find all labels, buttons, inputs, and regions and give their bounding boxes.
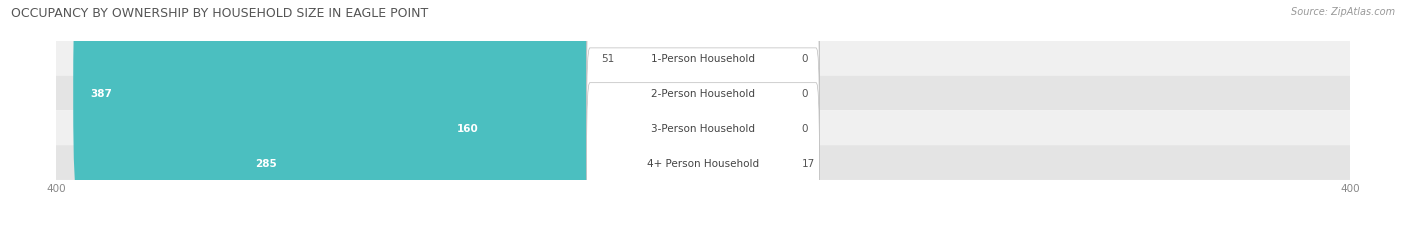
Text: 0: 0 [801,123,808,133]
FancyBboxPatch shape [53,76,1353,111]
FancyBboxPatch shape [238,64,707,231]
FancyBboxPatch shape [586,83,820,231]
Text: 160: 160 [457,123,479,133]
FancyBboxPatch shape [699,29,796,227]
FancyBboxPatch shape [53,111,1353,146]
Text: 1-Person Household: 1-Person Household [651,54,755,64]
Text: 3-Person Household: 3-Person Household [651,123,755,133]
FancyBboxPatch shape [53,42,1353,76]
Text: 285: 285 [254,158,277,168]
FancyBboxPatch shape [586,49,820,208]
FancyBboxPatch shape [586,0,820,138]
FancyBboxPatch shape [53,146,1353,180]
Text: 2-Person Household: 2-Person Household [651,88,755,99]
Text: 17: 17 [801,158,815,168]
Text: 4+ Person Household: 4+ Person Household [647,158,759,168]
FancyBboxPatch shape [586,14,820,173]
FancyBboxPatch shape [73,0,707,193]
FancyBboxPatch shape [699,64,796,231]
FancyBboxPatch shape [699,0,796,158]
Text: 387: 387 [90,88,112,99]
Text: 0: 0 [801,88,808,99]
Text: OCCUPANCY BY OWNERSHIP BY HOUSEHOLD SIZE IN EAGLE POINT: OCCUPANCY BY OWNERSHIP BY HOUSEHOLD SIZE… [11,7,429,20]
Text: 51: 51 [600,54,614,64]
Text: 0: 0 [801,54,808,64]
Text: Source: ZipAtlas.com: Source: ZipAtlas.com [1291,7,1395,17]
FancyBboxPatch shape [440,29,707,227]
FancyBboxPatch shape [699,0,796,193]
FancyBboxPatch shape [616,0,707,158]
